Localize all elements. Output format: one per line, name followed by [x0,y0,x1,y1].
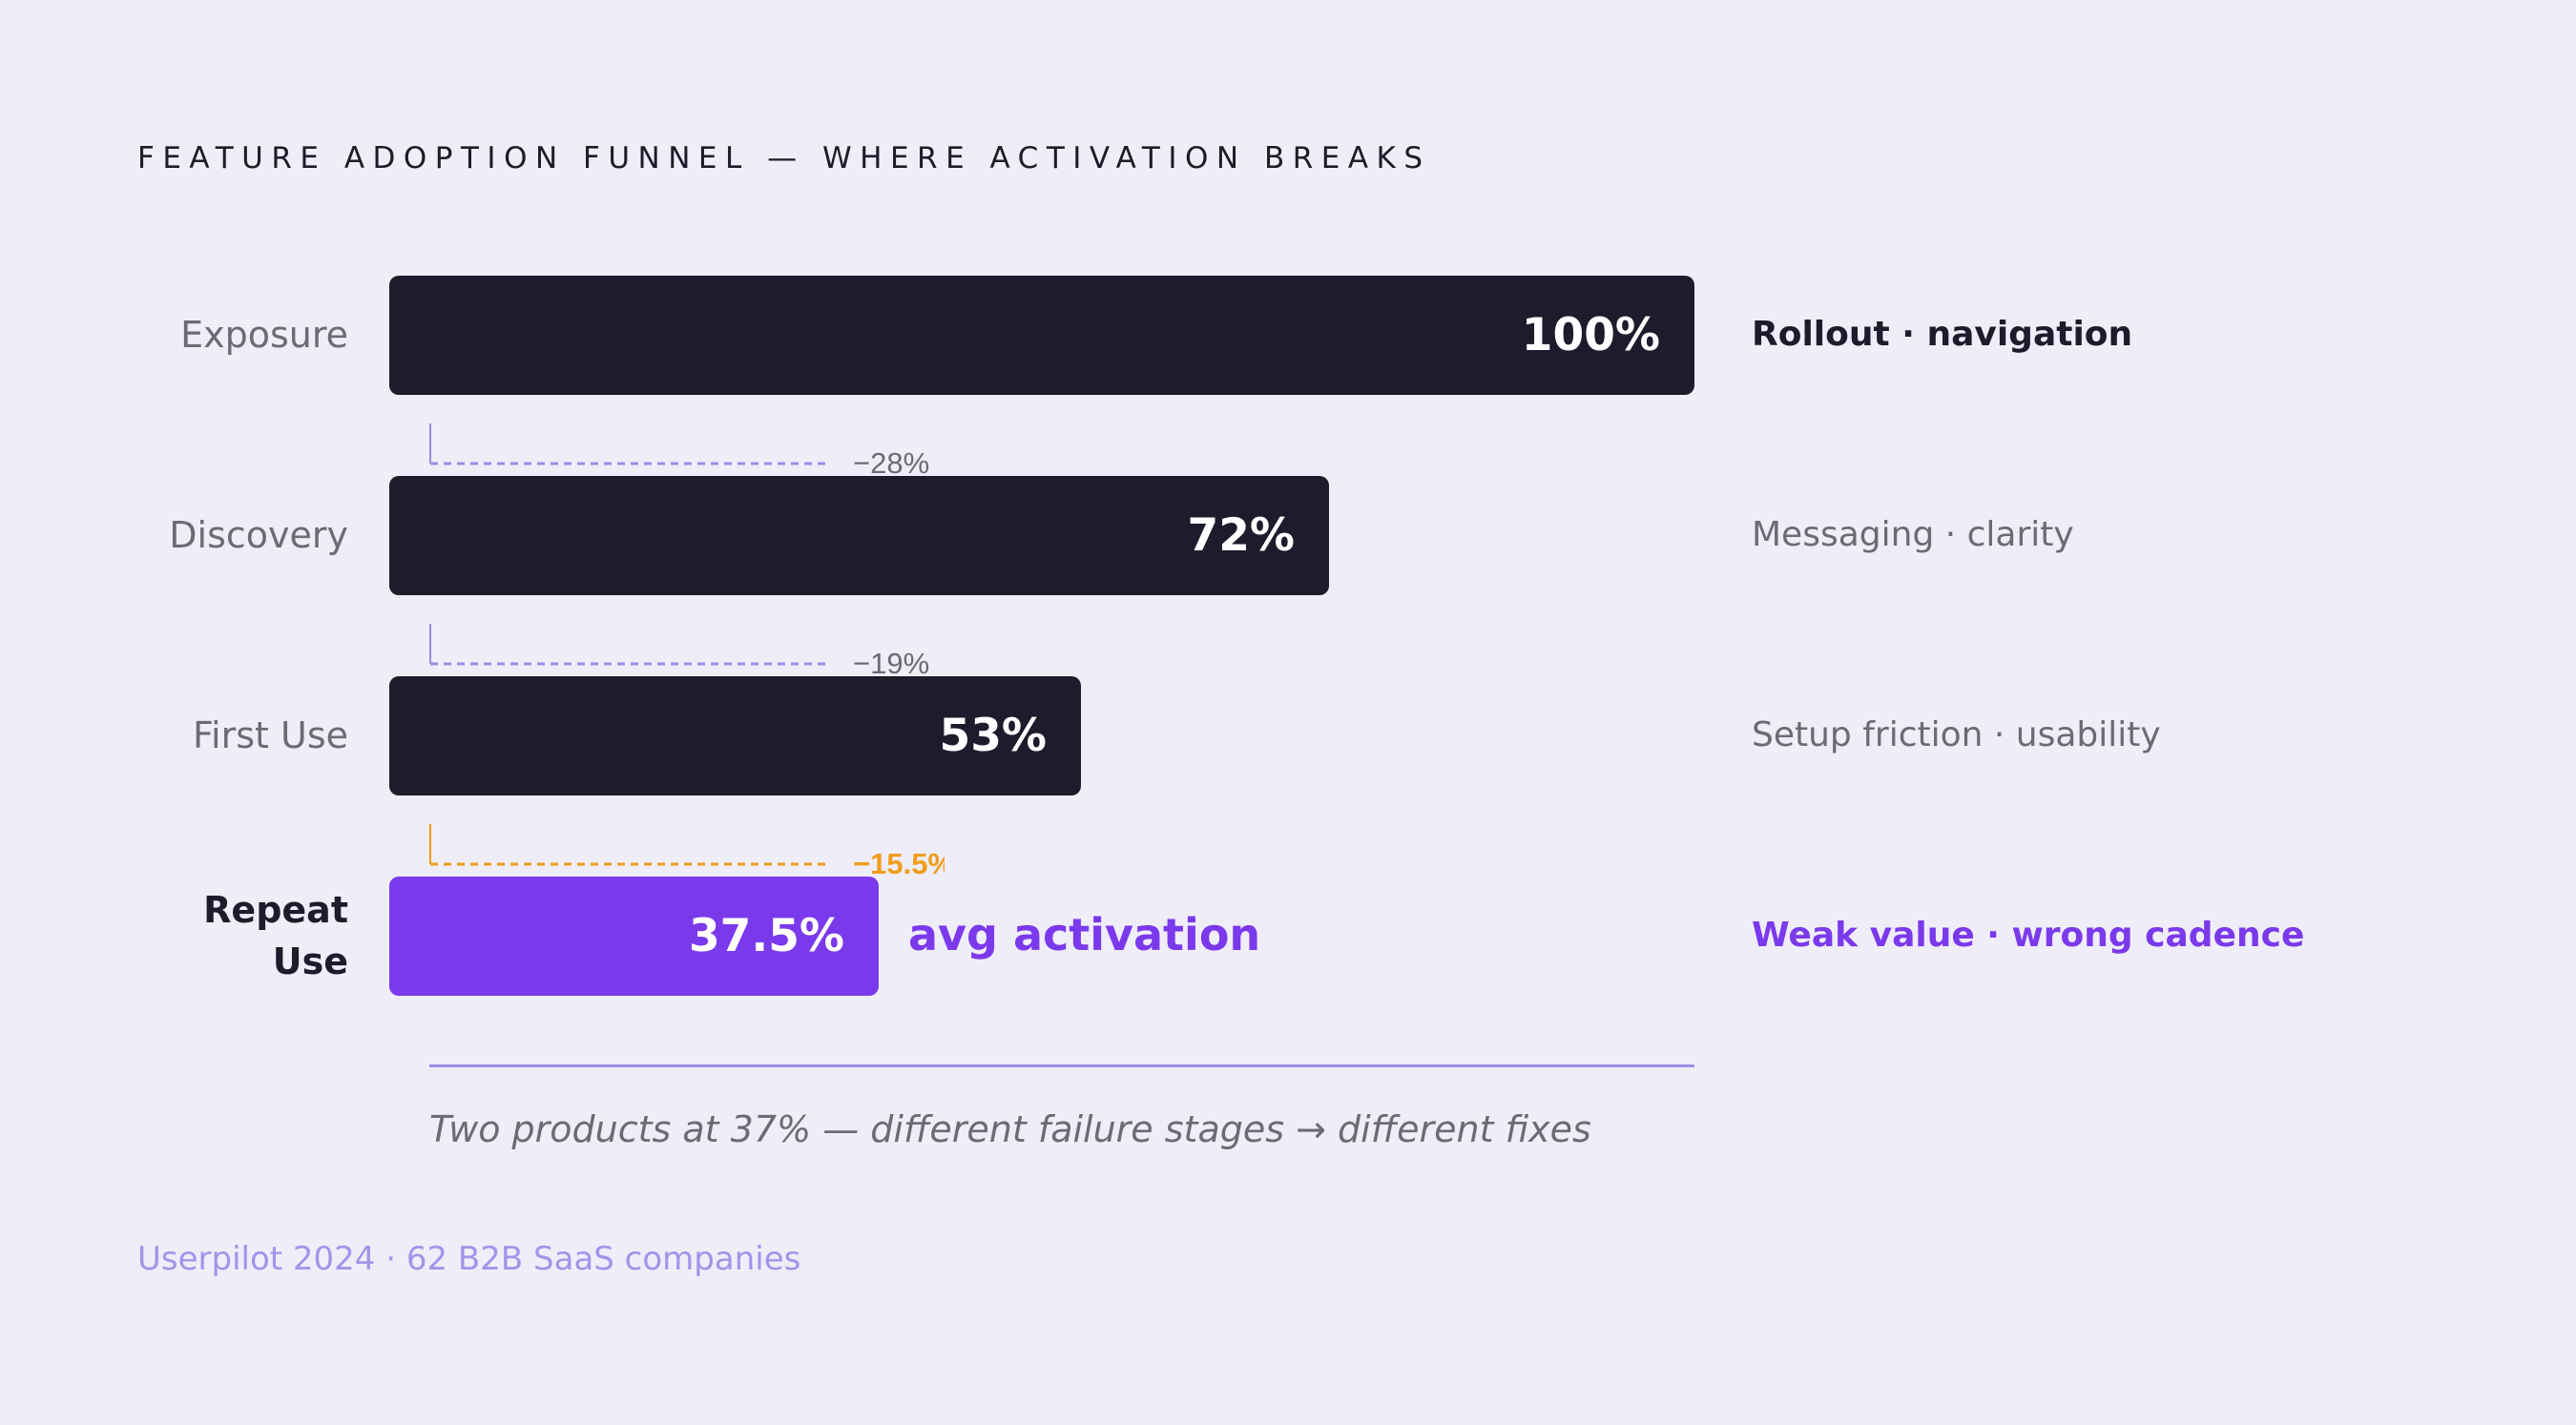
stage-label-discovery: Discovery [169,514,348,556]
reason-first-use: Setup friction · usability [1752,715,2161,754]
funnel-bar-first-use: 53% [389,676,1081,795]
bar-value-label: 72% [1187,509,1296,562]
chart-title: FEATURE ADOPTION FUNNEL — WHERE ACTIVATI… [137,141,1431,176]
drop-connector-2 [429,624,830,666]
drop-label-discovery: −28% [853,446,930,480]
avg-activation-note: avg activation [908,909,1261,960]
reason-exposure: Rollout · navigation [1752,315,2133,354]
bar-value-label: 100% [1521,309,1660,361]
source-note: Userpilot 2024 · 62 B2B SaaS companies [137,1240,801,1278]
drop-connector-1 [429,423,830,465]
stage-label-first-use: First Use [192,714,348,756]
bar-value-label: 37.5% [688,910,844,962]
funnel-bar-exposure: 100% [389,276,1694,395]
stage-label-repeat-use: Repeat Use [203,889,348,982]
drop-label-repeat-use: −15.5% [853,847,945,880]
bar-value-label: 53% [939,710,1048,762]
chart-caption: Two products at 37% — different failure … [429,1108,1591,1150]
reason-discovery: Messaging · clarity [1752,515,2074,554]
drop-connector-3 [429,824,830,866]
stage-label-exposure: Exposure [180,314,348,356]
divider-rule [429,1064,1694,1067]
reason-repeat-use: Weak value · wrong cadence [1752,916,2305,955]
drop-label-first-use: −19% [853,647,930,680]
funnel-bar-discovery: 72% [389,476,1329,595]
funnel-bar-repeat-use: 37.5% [389,877,879,996]
